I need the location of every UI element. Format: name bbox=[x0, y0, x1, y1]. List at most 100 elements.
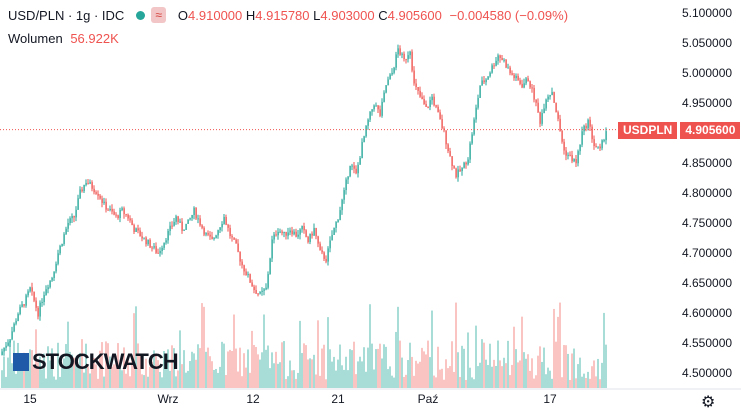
volume-bar bbox=[471, 377, 473, 388]
volume-bar bbox=[89, 373, 91, 388]
candle-body bbox=[551, 92, 553, 95]
volume-bar bbox=[301, 353, 303, 388]
volume-bar bbox=[587, 371, 589, 388]
volume-bar bbox=[153, 350, 155, 388]
volume-bar bbox=[173, 348, 175, 388]
candle-body bbox=[95, 192, 97, 194]
y-tick-label: 4.650000 bbox=[682, 276, 732, 290]
candle-body bbox=[85, 182, 87, 185]
volume-bar bbox=[303, 343, 305, 388]
volume-bar bbox=[41, 369, 43, 388]
candle-body bbox=[167, 230, 169, 241]
volume-bar bbox=[321, 348, 323, 388]
symbol-title[interactable]: USD/PLN · 1g · IDC bbox=[8, 7, 125, 23]
candle-body bbox=[329, 240, 331, 249]
volume-bar bbox=[551, 378, 553, 388]
candle-body bbox=[541, 113, 543, 124]
volume-bar bbox=[65, 344, 67, 388]
candle-body bbox=[517, 75, 519, 81]
volume-bar bbox=[433, 375, 435, 388]
compare-icon[interactable]: ≈ bbox=[151, 7, 166, 23]
candle-body bbox=[583, 125, 585, 132]
candle-body bbox=[1, 351, 3, 355]
candle-body bbox=[445, 130, 447, 145]
volume-bar bbox=[467, 332, 469, 388]
candle-body bbox=[183, 229, 185, 231]
candle-body bbox=[497, 55, 499, 61]
settings-gear-icon[interactable]: ⚙ bbox=[701, 394, 716, 411]
volume-bar bbox=[225, 375, 227, 388]
volume-bar bbox=[463, 348, 465, 388]
candle-body bbox=[529, 81, 531, 88]
candle-body bbox=[135, 228, 137, 232]
candle-body bbox=[359, 157, 361, 165]
candle-body bbox=[471, 134, 473, 144]
candle-body bbox=[7, 342, 9, 346]
volume-bar bbox=[559, 302, 561, 388]
candle-body bbox=[193, 207, 195, 216]
candle-body bbox=[585, 125, 587, 129]
candle-body bbox=[277, 231, 279, 236]
y-tick-label: 4.850000 bbox=[682, 156, 732, 170]
volume-bar bbox=[219, 366, 221, 388]
candle-body bbox=[367, 119, 369, 126]
volume-bar bbox=[245, 367, 247, 388]
volume-bar bbox=[251, 330, 253, 388]
volume-bar bbox=[1, 370, 3, 388]
volume-bar bbox=[403, 376, 405, 388]
volume-bar bbox=[177, 370, 179, 388]
candle-body bbox=[545, 99, 547, 109]
candle-body bbox=[117, 215, 119, 218]
volume-bar bbox=[127, 357, 129, 388]
volume-bar bbox=[133, 313, 135, 388]
volume-bar bbox=[361, 361, 363, 388]
volume-bar bbox=[319, 375, 321, 388]
candle-body bbox=[375, 105, 377, 107]
volume-bar bbox=[285, 379, 287, 388]
volume-legend: Wolumen 56.922K bbox=[8, 31, 119, 46]
candle-body bbox=[473, 119, 475, 135]
candle-body bbox=[207, 233, 209, 235]
volume-bar bbox=[29, 349, 31, 388]
candle-body bbox=[229, 227, 231, 237]
volume-bar bbox=[257, 354, 259, 388]
volume-bar bbox=[289, 360, 291, 388]
volume-bar bbox=[503, 357, 505, 388]
candle-body bbox=[463, 162, 465, 168]
volume-bar bbox=[369, 304, 371, 388]
candle-body bbox=[571, 155, 573, 162]
logo-icon bbox=[13, 353, 29, 371]
volume-bar bbox=[203, 306, 205, 388]
candle-body bbox=[17, 314, 19, 321]
y-tick-label: 4.500000 bbox=[682, 366, 732, 380]
volume-bar bbox=[311, 359, 313, 388]
candle-body bbox=[379, 109, 381, 116]
volume-bar bbox=[267, 345, 269, 388]
candle-body bbox=[345, 179, 347, 191]
volume-bar bbox=[519, 360, 521, 388]
candle-body bbox=[275, 234, 277, 236]
candle-body bbox=[395, 54, 397, 68]
volume-bar bbox=[417, 363, 419, 388]
candle-body bbox=[455, 168, 457, 178]
volume-bar bbox=[599, 379, 601, 388]
volume-bar bbox=[531, 358, 533, 388]
volume-bar bbox=[151, 361, 153, 388]
candle-body bbox=[263, 289, 265, 291]
candle-body bbox=[469, 143, 471, 160]
volume-bar bbox=[489, 343, 491, 388]
volume-bar bbox=[147, 376, 149, 388]
candle-body bbox=[533, 87, 535, 100]
candle-body bbox=[523, 83, 525, 88]
volume-bar bbox=[563, 345, 565, 388]
volume-bar bbox=[217, 372, 219, 388]
candle-body bbox=[419, 90, 421, 97]
candle-body bbox=[575, 159, 577, 164]
candle-body bbox=[171, 225, 173, 227]
candle-body bbox=[113, 211, 115, 215]
candle-body bbox=[129, 218, 131, 221]
candle-body bbox=[397, 48, 399, 55]
candle-body bbox=[145, 237, 147, 245]
candle-body bbox=[189, 218, 191, 220]
